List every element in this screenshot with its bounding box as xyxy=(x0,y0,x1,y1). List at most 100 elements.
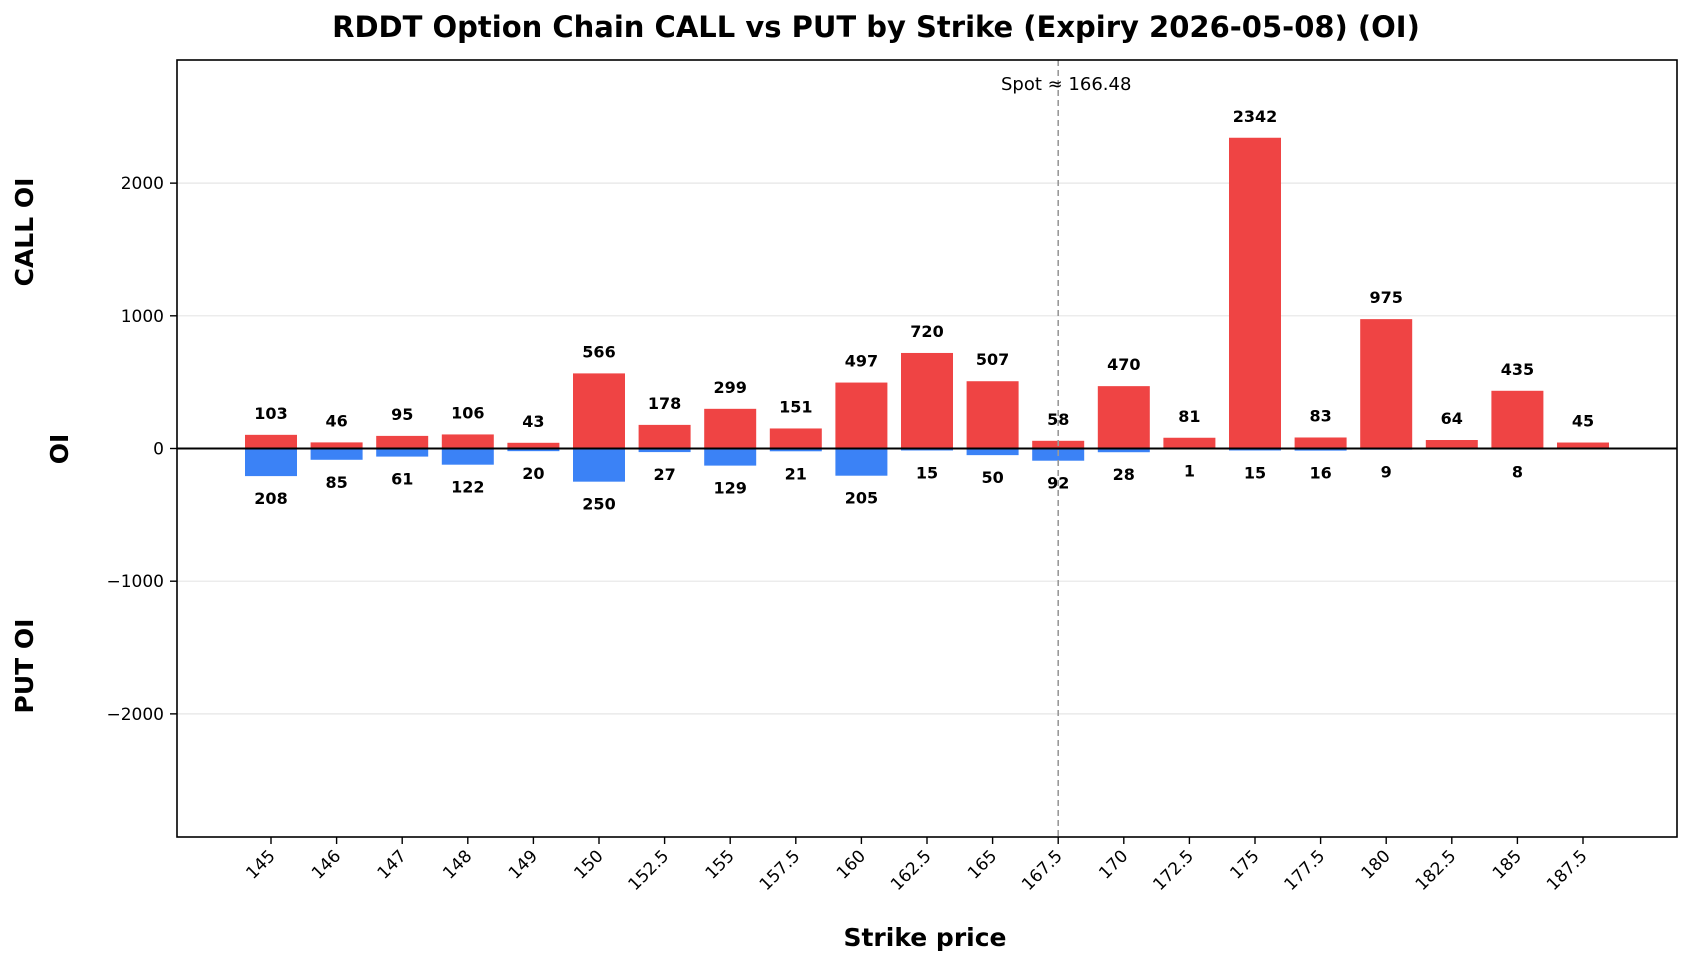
x-tick-label: 172.5 xyxy=(1149,846,1198,895)
call-value-label: 58 xyxy=(1047,410,1069,429)
call-bar xyxy=(1097,386,1150,449)
call-bar xyxy=(769,428,822,449)
x-tick-label: 149 xyxy=(505,846,542,883)
put-value-label: 27 xyxy=(653,465,675,484)
y-axis-label-call: CALL OI xyxy=(10,178,39,287)
put-bar xyxy=(441,448,494,465)
put-value-label: 21 xyxy=(785,464,807,483)
call-value-label: 81 xyxy=(1178,407,1200,426)
put-value-label: 20 xyxy=(522,464,544,483)
call-value-label: 299 xyxy=(713,378,746,397)
x-axis: 145 146 147 148 149 150 152.5 155 157.5 160 162.5 1… xyxy=(242,837,1592,895)
call-value-label: 103 xyxy=(254,404,287,423)
put-bar xyxy=(966,448,1019,456)
call-value-label: 507 xyxy=(976,350,1009,369)
x-axis-label: Strike price xyxy=(843,923,1006,952)
call-value-label: 46 xyxy=(325,411,347,430)
spot-label: Spot ≈ 166.48 xyxy=(1001,74,1131,95)
put-value-label: 9 xyxy=(1381,463,1392,482)
put-bar xyxy=(245,448,297,477)
x-tick-label: 160 xyxy=(833,846,870,883)
x-tick-label: 155 xyxy=(702,846,739,883)
x-tick-label: 182.5 xyxy=(1412,846,1461,895)
call-value-label: 2342 xyxy=(1233,107,1278,126)
call-bar xyxy=(1360,319,1413,449)
x-tick-label: 165 xyxy=(964,846,1001,883)
call-value-label: 497 xyxy=(845,352,878,371)
put-bar xyxy=(638,448,691,453)
call-value-label: 975 xyxy=(1369,288,1402,307)
put-bar xyxy=(573,448,625,482)
y-tick-label: 0 xyxy=(153,440,164,460)
put-bar xyxy=(376,448,429,457)
x-tick-label: 150 xyxy=(570,846,607,883)
call-value-label: 151 xyxy=(779,397,812,416)
x-tick-label: 177.5 xyxy=(1281,846,1330,895)
call-bar xyxy=(966,381,1019,449)
put-value-label: 122 xyxy=(451,478,484,497)
put-value-label: 208 xyxy=(254,489,287,508)
call-value-label: 43 xyxy=(522,412,544,431)
put-value-label: 205 xyxy=(845,489,878,508)
call-value-label: 435 xyxy=(1501,360,1534,379)
call-bar xyxy=(1425,440,1478,449)
call-bar xyxy=(310,442,363,449)
call-bar xyxy=(638,424,691,449)
put-bar xyxy=(310,448,363,460)
bars xyxy=(245,137,1609,482)
x-tick-label: 180 xyxy=(1358,846,1395,883)
call-value-label: 178 xyxy=(648,394,681,413)
y-tick-label: −2000 xyxy=(106,705,164,725)
y-tick-label: −1000 xyxy=(106,572,164,592)
x-tick-label: 185 xyxy=(1489,846,1526,883)
put-value-label: 28 xyxy=(1113,465,1135,484)
x-tick-label: 157.5 xyxy=(756,846,805,895)
put-bar xyxy=(507,448,560,452)
y-axis-label-put: PUT OI xyxy=(10,619,39,714)
put-value-label: 50 xyxy=(981,468,1003,487)
x-tick-label: 170 xyxy=(1095,846,1132,883)
x-tick-label: 187.5 xyxy=(1543,846,1592,895)
x-tick-label: 152.5 xyxy=(625,846,674,895)
x-tick-label: 148 xyxy=(439,846,476,883)
y-tick-label: 1000 xyxy=(121,307,164,327)
x-tick-label: 145 xyxy=(242,846,279,883)
call-bar xyxy=(245,434,297,449)
x-tick-label: 162.5 xyxy=(887,846,936,895)
call-bar xyxy=(835,382,888,449)
call-bar xyxy=(1557,442,1609,449)
call-bar xyxy=(573,373,625,449)
put-value-label: 15 xyxy=(1244,463,1266,482)
call-value-label: 720 xyxy=(910,322,943,341)
put-value-label: 8 xyxy=(1512,463,1523,482)
call-bar xyxy=(1294,437,1347,449)
data-labels: 103 46 95 106 435661782991514977205075847081… xyxy=(254,107,1594,514)
put-bar xyxy=(835,448,888,476)
call-value-label: 64 xyxy=(1441,409,1463,428)
put-value-label: 1 xyxy=(1184,462,1195,481)
x-tick-label: 147 xyxy=(374,846,411,883)
call-value-label: 106 xyxy=(451,403,484,422)
chart-title: RDDT Option Chain CALL vs PUT by Strike … xyxy=(332,10,1420,44)
call-bar xyxy=(704,408,757,449)
put-value-label: 129 xyxy=(713,479,746,498)
put-bar xyxy=(704,448,757,466)
x-tick-label: 167.5 xyxy=(1018,846,1067,895)
put-value-label: 61 xyxy=(391,470,413,489)
call-bar xyxy=(376,435,429,449)
x-tick-label: 175 xyxy=(1226,846,1263,883)
call-value-label: 95 xyxy=(391,405,413,424)
put-bar xyxy=(1294,448,1347,451)
put-value-label: 15 xyxy=(916,463,938,482)
call-bar xyxy=(901,352,953,449)
x-tick-label: 146 xyxy=(308,846,345,883)
put-bar xyxy=(1097,448,1150,453)
put-value-label: 85 xyxy=(325,473,347,492)
y-axis: −2000 −1000 0 1000 2000 xyxy=(106,174,177,725)
put-bar xyxy=(769,448,822,452)
y-axis-label: OI xyxy=(45,434,74,465)
call-bar xyxy=(441,434,494,449)
call-bar xyxy=(1163,437,1216,449)
call-bar xyxy=(507,442,560,449)
